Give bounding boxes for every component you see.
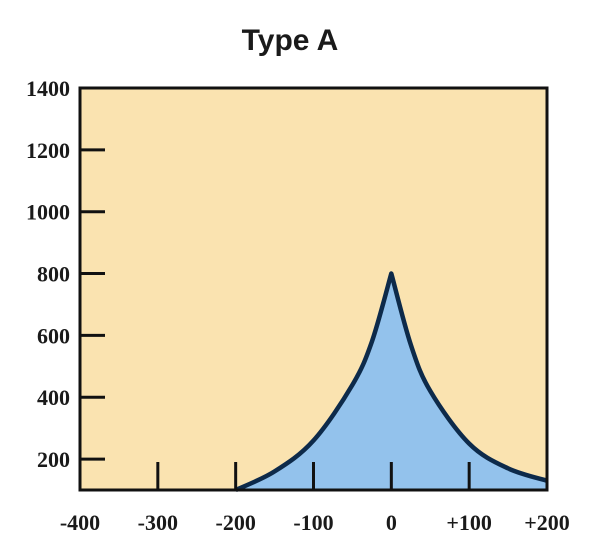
y-tick-label: 400 bbox=[37, 385, 70, 410]
y-tick-label: 600 bbox=[37, 323, 70, 348]
x-tick-label: -100 bbox=[293, 510, 333, 535]
x-axis: -400 -300 -200 -100 0 +100 +200 bbox=[60, 462, 570, 535]
plot-area bbox=[80, 88, 547, 490]
y-tick-label: 200 bbox=[37, 447, 70, 472]
x-tick-label: +100 bbox=[446, 510, 492, 535]
y-tick-label: 1000 bbox=[26, 200, 70, 225]
x-tick-label: +200 bbox=[524, 510, 570, 535]
x-tick-label: -300 bbox=[138, 510, 178, 535]
y-axis: 200 400 600 800 1000 1200 1400 bbox=[26, 76, 105, 472]
y-tick-label: 1200 bbox=[26, 138, 70, 163]
distribution-curve bbox=[234, 271, 548, 493]
x-tick-label: 0 bbox=[386, 510, 397, 535]
x-tick-label: -200 bbox=[216, 510, 256, 535]
distribution-area bbox=[235, 273, 547, 490]
y-tick-label: 800 bbox=[37, 262, 70, 287]
x-tick-label: -400 bbox=[60, 510, 100, 535]
y-tick-label: 1400 bbox=[26, 76, 70, 101]
chart-title: Type A bbox=[242, 24, 339, 57]
